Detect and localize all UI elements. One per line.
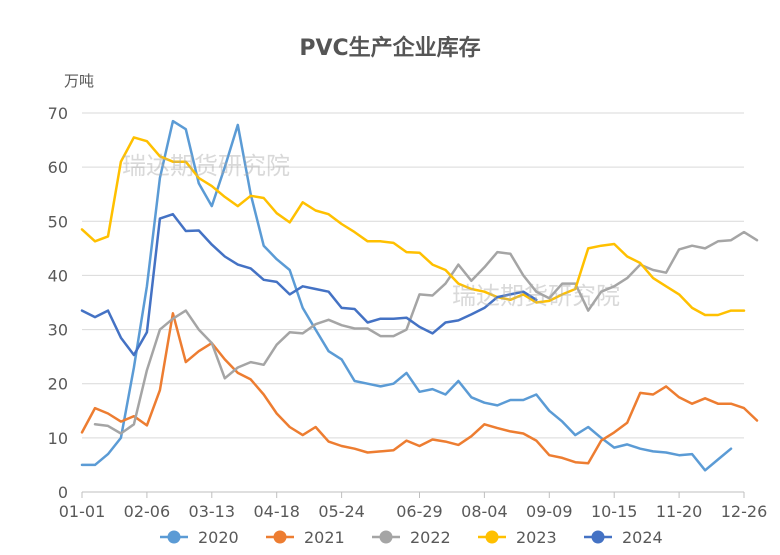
legend-label-2020: 2020 [198,528,239,547]
series-lines [80,119,759,472]
x-tick-label: 09-09 [526,502,573,521]
y-tick-label: 40 [48,266,68,285]
legend-label-2023: 2023 [516,528,557,547]
legend-label-2021: 2021 [304,528,345,547]
legend: 2020 2021 2022 2023 2024 [160,528,663,547]
x-tick-label: 10-15 [591,502,638,521]
x-tick-label: 03-13 [189,502,236,521]
y-tick-label: 20 [48,375,68,394]
series-line-2023 [80,136,746,317]
legend-marker-2020 [167,530,181,544]
legend-label-2022: 2022 [410,528,451,547]
x-tick-label: 11-20 [656,502,703,521]
y-tick-label: 50 [48,212,68,231]
legend-marker-2021 [273,530,287,544]
y-axis-unit-label: 万吨 [64,72,95,90]
series-line-2020 [80,119,733,472]
x-tick-label: 05-24 [318,502,365,521]
x-tick-label: 01-01 [59,502,106,521]
legend-marker-2024 [591,530,605,544]
chart-title: PVC生产企业库存 [299,36,481,61]
y-axis: 0 10 20 30 40 50 60 70 [48,104,68,502]
gridlines [82,112,744,439]
x-tick-label: 02-06 [124,502,171,521]
x-tick-label: 04-18 [253,502,300,521]
y-tick-label: 10 [48,429,68,448]
x-tick-label: 06-29 [396,502,443,521]
y-tick-label: 60 [48,158,68,177]
y-tick-label: 0 [58,483,68,502]
y-tick-label: 70 [48,104,68,123]
legend-label-2024: 2024 [622,528,663,547]
series-line-2024 [80,212,538,357]
x-tick-label: 08-04 [461,502,508,521]
legend-marker-2023 [485,530,499,544]
x-tick-label: 12-26 [721,502,768,521]
series-line-2022 [93,230,759,435]
series-line-2021 [80,312,759,465]
y-tick-label: 30 [48,321,68,340]
legend-marker-2022 [379,530,393,544]
x-axis: 01-01 02-06 03-13 04-18 05-24 06-29 08-04 09-09… [59,491,768,521]
